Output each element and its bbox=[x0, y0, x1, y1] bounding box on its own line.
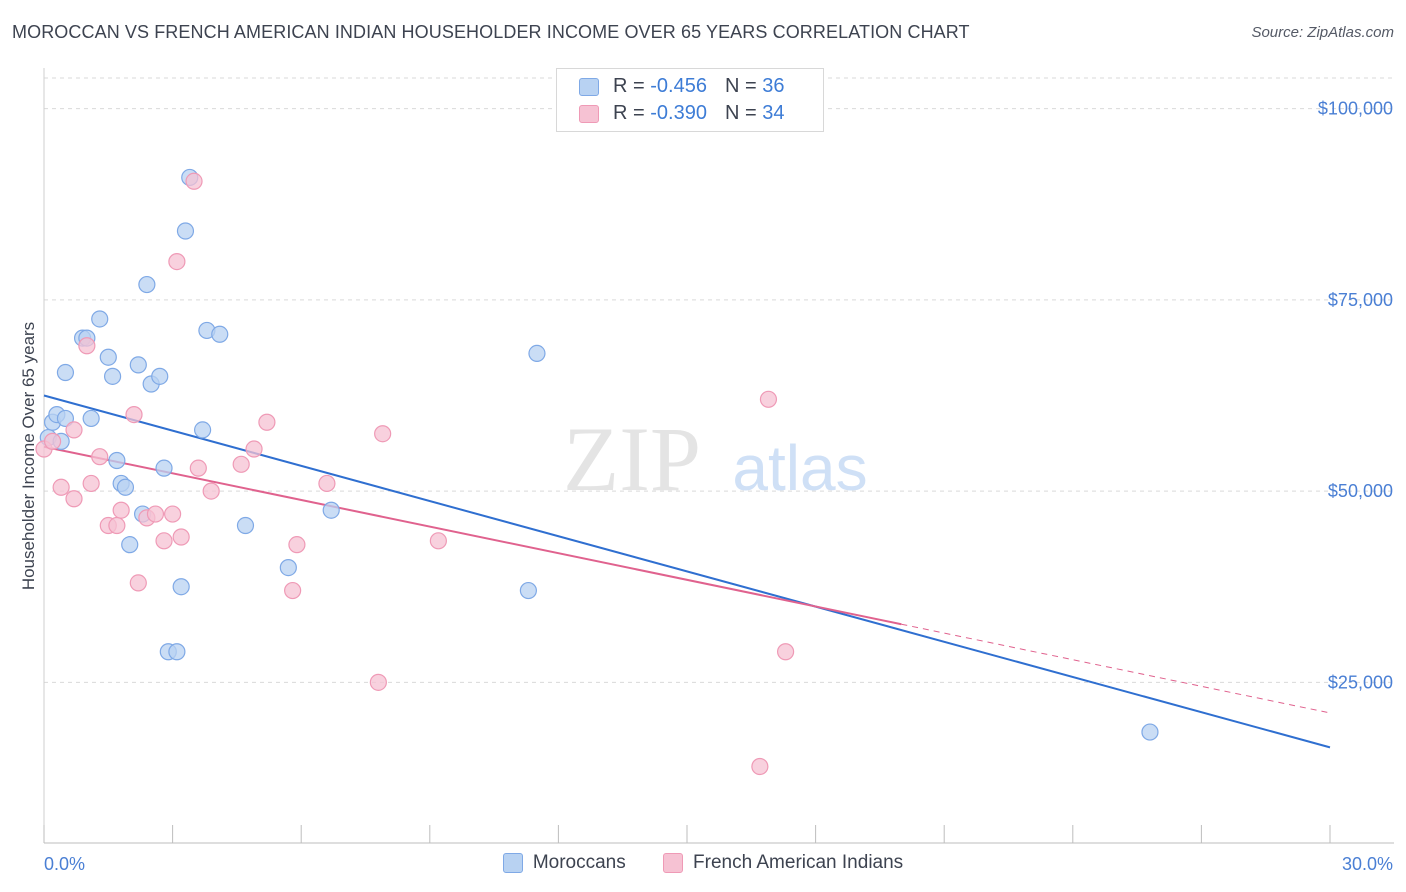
legend-swatch-pink bbox=[579, 104, 599, 123]
point-french-american-indians bbox=[429, 532, 447, 550]
legend-r-label: R = bbox=[613, 102, 651, 124]
legend-swatch-pink bbox=[663, 852, 684, 873]
point-moroccans bbox=[56, 363, 75, 382]
point-moroccans bbox=[99, 348, 117, 366]
point-french-american-indians bbox=[189, 459, 207, 477]
legend-label-french-american-indians: French American Indians bbox=[693, 852, 904, 873]
point-french-american-indians bbox=[185, 172, 203, 190]
point-french-american-indians bbox=[146, 505, 165, 523]
legend-row-moroccans: R = -0.456 N = 36 bbox=[579, 75, 784, 101]
y-tick-label: $25,000 bbox=[1328, 672, 1393, 692]
point-moroccans bbox=[108, 451, 126, 470]
point-french-american-indians bbox=[129, 574, 147, 592]
data-points bbox=[35, 168, 1159, 776]
trend-line-french-american-indians-extension bbox=[901, 623, 1331, 714]
point-moroccans bbox=[519, 581, 537, 600]
point-moroccans bbox=[322, 501, 340, 519]
point-moroccans bbox=[168, 643, 186, 661]
point-french-american-indians bbox=[202, 482, 220, 500]
chart-source: Source: ZipAtlas.com bbox=[1251, 24, 1394, 41]
legend-item-moroccans: Moroccans bbox=[502, 852, 626, 874]
legend-r-value: -0.456 bbox=[650, 75, 707, 97]
point-french-american-indians bbox=[125, 406, 143, 424]
legend-item-french-american-indians: French American Indians bbox=[663, 852, 903, 874]
watermark: ZIP atlas bbox=[563, 408, 868, 510]
point-french-american-indians bbox=[78, 337, 96, 355]
gridlines bbox=[44, 77, 1394, 683]
point-moroccans bbox=[56, 409, 75, 428]
legend-n-value: 34 bbox=[762, 102, 785, 124]
point-moroccans bbox=[82, 409, 100, 428]
chart-title: MOROCCAN VS FRENCH AMERICAN INDIAN HOUSE… bbox=[12, 22, 970, 42]
point-moroccans bbox=[121, 536, 139, 554]
point-french-american-indians bbox=[108, 516, 126, 535]
legend-n-value: 36 bbox=[762, 75, 785, 97]
point-moroccans bbox=[103, 367, 122, 385]
point-moroccans bbox=[91, 310, 109, 328]
point-french-american-indians bbox=[82, 474, 100, 493]
point-moroccans bbox=[155, 459, 173, 477]
y-tick-label: $100,000 bbox=[1318, 99, 1393, 119]
point-moroccans bbox=[151, 367, 169, 385]
point-moroccans bbox=[279, 558, 297, 577]
point-french-american-indians bbox=[65, 490, 83, 508]
axes bbox=[43, 68, 1394, 844]
legend-r-label: R = bbox=[613, 75, 651, 97]
point-moroccans bbox=[129, 356, 147, 374]
legend-swatch-blue bbox=[502, 852, 523, 873]
watermark-atlas: atlas bbox=[732, 432, 867, 504]
point-french-american-indians bbox=[318, 474, 336, 493]
point-french-american-indians bbox=[172, 528, 190, 546]
legend-r-value: -0.390 bbox=[650, 102, 707, 124]
x-tick-label: 30.0% bbox=[1342, 854, 1393, 874]
tick-labels: $25,000 $50,000 $75,000 $100,000 0.0% 30.0% bbox=[44, 99, 1393, 874]
point-moroccans bbox=[138, 275, 156, 294]
legend-label-moroccans: Moroccans bbox=[532, 852, 626, 873]
point-moroccans bbox=[176, 222, 195, 240]
legend-n-label: N = bbox=[724, 75, 763, 97]
point-french-american-indians bbox=[776, 643, 795, 661]
point-french-american-indians bbox=[65, 421, 83, 439]
legend-n-label: N = bbox=[724, 102, 763, 124]
point-french-american-indians bbox=[369, 673, 387, 691]
point-moroccans bbox=[172, 578, 190, 596]
point-french-american-indians bbox=[374, 425, 392, 443]
point-moroccans bbox=[211, 325, 229, 343]
point-french-american-indians bbox=[759, 390, 778, 408]
series-legend: Moroccans French American Indians bbox=[0, 852, 1406, 874]
x-tick-label: 0.0% bbox=[44, 854, 85, 874]
point-french-american-indians bbox=[284, 581, 302, 600]
point-french-american-indians bbox=[43, 432, 62, 450]
point-french-american-indians bbox=[155, 532, 173, 550]
point-french-american-indians bbox=[112, 501, 130, 519]
point-moroccans bbox=[116, 478, 135, 496]
point-french-american-indians bbox=[168, 253, 186, 271]
legend-row-french-american-indians: R = -0.390 N = 34 bbox=[579, 102, 784, 128]
point-french-american-indians bbox=[288, 536, 306, 554]
point-moroccans bbox=[194, 421, 212, 439]
point-moroccans bbox=[528, 344, 546, 362]
point-french-american-indians bbox=[245, 440, 263, 458]
point-french-american-indians bbox=[751, 757, 769, 776]
watermark-zip: ZIP bbox=[563, 408, 701, 510]
point-moroccans bbox=[236, 516, 255, 535]
point-french-american-indians bbox=[232, 455, 250, 473]
point-french-american-indians bbox=[52, 478, 70, 496]
y-tick-label: $50,000 bbox=[1328, 481, 1393, 501]
correlation-legend: R = -0.456 N = 36 R = -0.390 N = 34 bbox=[556, 68, 824, 132]
point-french-american-indians bbox=[258, 413, 276, 431]
legend-swatch-blue bbox=[579, 77, 599, 96]
point-french-american-indians bbox=[164, 505, 182, 523]
point-french-american-indians bbox=[91, 448, 109, 466]
y-tick-label: $75,000 bbox=[1328, 290, 1393, 310]
point-moroccans bbox=[1141, 723, 1159, 741]
trend-line-french-american-indians bbox=[43, 445, 902, 626]
y-axis-label: Householder Income Over 65 years bbox=[19, 322, 38, 590]
